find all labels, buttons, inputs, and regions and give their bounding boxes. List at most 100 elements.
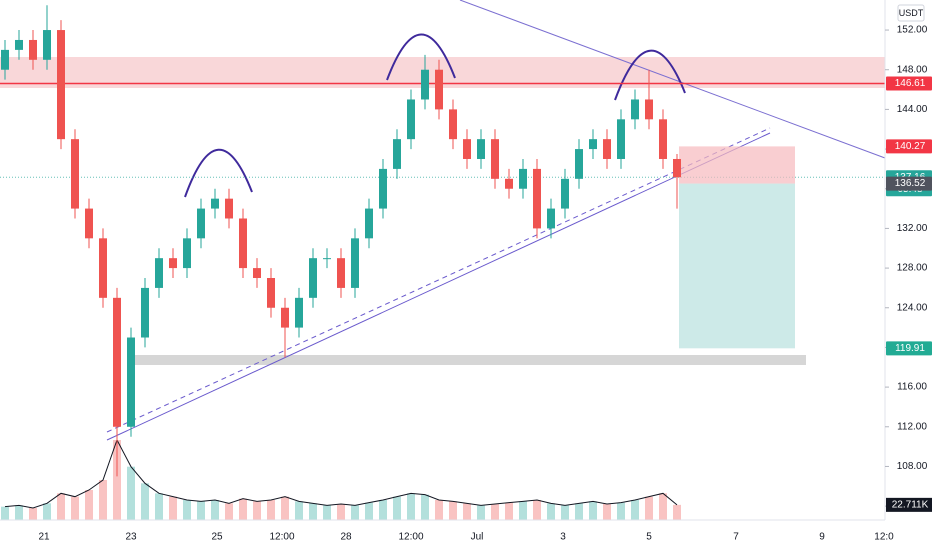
volume-bar: [463, 503, 471, 520]
y-tick-label: 144.00: [897, 104, 928, 115]
candle-body: [631, 99, 639, 120]
volume-bar: [183, 500, 191, 520]
volume-bar: [253, 501, 261, 520]
entry-badge: [886, 176, 932, 191]
volume-bar: [1, 506, 9, 520]
volume-bar: [211, 500, 219, 520]
volume-bar: [337, 504, 345, 520]
candle-body: [645, 99, 653, 120]
candle-body: [407, 99, 415, 140]
volume-bar: [141, 483, 149, 520]
y-tick-label: 152.00: [897, 25, 928, 36]
candle-body: [575, 149, 583, 179]
y-tick-label: 148.00: [897, 64, 928, 75]
candle-body: [519, 168, 527, 189]
candle-body: [449, 109, 457, 140]
candle-body: [183, 238, 191, 269]
candle-body: [253, 268, 261, 279]
x-tick-label: 9: [819, 532, 825, 543]
y-tick-label: 108.00: [897, 461, 928, 472]
x-tick-label: 28: [340, 532, 352, 543]
volume-bar: [309, 503, 317, 520]
y-tick-label: 116.00: [897, 382, 927, 393]
volume-bar: [519, 501, 527, 520]
support-zone: [130, 355, 806, 365]
candle-body: [393, 139, 401, 169]
x-tick-label: 3: [560, 532, 566, 543]
candle-body: [57, 30, 65, 140]
volume-bar: [127, 466, 135, 520]
candle-body: [309, 258, 317, 298]
volume-bar: [393, 496, 401, 520]
candle-body: [561, 178, 569, 209]
candle-body: [155, 258, 163, 288]
y-tick-label: 132.00: [897, 223, 928, 234]
candle-body: [421, 69, 429, 100]
volume-bar: [239, 498, 247, 520]
volume-bar: [169, 496, 177, 520]
y-tick-label: 128.00: [897, 263, 928, 274]
x-tick-label: 25: [211, 532, 223, 543]
candle-body: [99, 238, 107, 298]
candle-body: [673, 158, 681, 178]
x-tick-label: 12:0: [874, 532, 894, 543]
volume-bar: [323, 505, 331, 520]
candle-body: [85, 208, 93, 239]
volume-bar: [365, 502, 373, 520]
candle-body: [127, 337, 135, 427]
candle-body: [617, 119, 625, 159]
candle-body: [351, 238, 359, 288]
candle-body: [547, 208, 555, 229]
volume-bar: [575, 503, 583, 520]
target-label: 119.91: [895, 343, 925, 354]
volume-bar: [477, 505, 485, 520]
volume-bar: [99, 480, 107, 520]
volume-bar: [421, 494, 429, 520]
stop-label: 140.27: [895, 141, 926, 152]
volume-bar: [113, 440, 121, 520]
volume-bar: [673, 504, 681, 520]
x-tick-label: Jul: [471, 532, 484, 543]
ascending-channel-dashed: [106, 127, 771, 433]
target-badge: [886, 341, 932, 356]
volume-bar: [85, 490, 93, 520]
resistance-badge: [886, 76, 932, 91]
volume-bar: [603, 504, 611, 520]
volume-bar: [57, 493, 65, 520]
volume-bar: [351, 505, 359, 520]
volume-bar: [659, 493, 667, 520]
candle-body: [281, 307, 289, 328]
volume-bar: [491, 504, 499, 520]
candle-body: [379, 168, 387, 209]
candle-body: [29, 39, 37, 60]
volume-bar: [505, 502, 513, 520]
volume-bar: [155, 493, 163, 520]
candle-body: [211, 198, 219, 209]
candle-body: [603, 139, 611, 159]
volume-bar: [295, 501, 303, 520]
volume-bar: [43, 503, 51, 520]
candle-body: [295, 297, 303, 328]
x-tick-label: 5: [646, 532, 652, 543]
x-tick-label: 7: [733, 532, 739, 543]
ascending-trendline: [106, 132, 771, 441]
x-tick-label: 12:00: [398, 532, 423, 543]
volume-bar: [379, 500, 387, 520]
candle-body: [435, 69, 443, 110]
volume-bar: [435, 500, 443, 520]
currency: USDT: [899, 8, 924, 18]
candle-body: [337, 258, 345, 288]
candle-body: [589, 139, 597, 150]
candle-body: [1, 49, 9, 70]
y-tick-label: 124.00: [897, 302, 928, 313]
currency-box: [897, 4, 925, 22]
x-tick-label: 23: [125, 532, 137, 543]
volume-bar: [533, 500, 541, 520]
volume-bar: [589, 501, 597, 520]
volume-bar: [29, 508, 37, 520]
volume-label: 22.711K: [892, 499, 929, 510]
head-arc: [386, 33, 456, 81]
plot: [0, 5, 885, 520]
volume-bar: [561, 505, 569, 520]
